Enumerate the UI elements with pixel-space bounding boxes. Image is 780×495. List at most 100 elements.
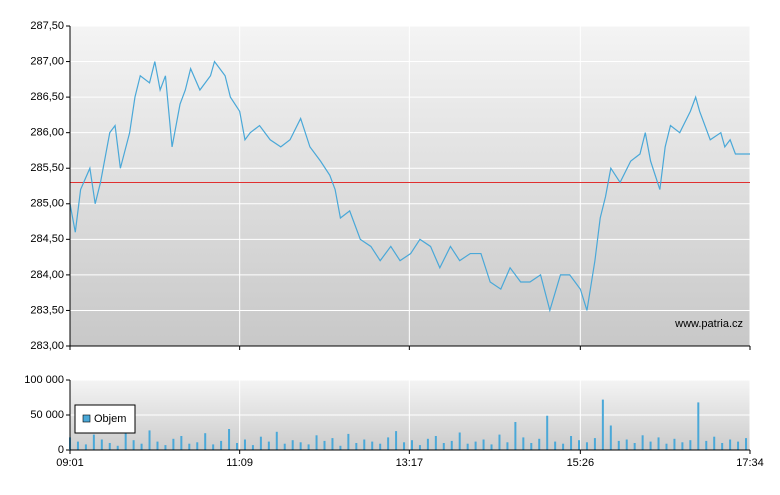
- x-tick-label: 15:26: [567, 457, 595, 469]
- y-tick-label: 100 000: [24, 374, 64, 386]
- volume-bar: [172, 438, 175, 450]
- volume-bar: [291, 440, 294, 450]
- volume-bar: [673, 438, 676, 450]
- x-tick-label: 13:17: [396, 457, 424, 469]
- volume-bar: [442, 443, 445, 450]
- volume-bar: [132, 440, 135, 450]
- volume-bar: [482, 439, 485, 450]
- volume-bar: [236, 443, 239, 450]
- y-tick-label: 283,00: [30, 340, 64, 352]
- volume-bar: [522, 437, 525, 450]
- volume-bar: [506, 442, 509, 450]
- volume-bar: [609, 425, 612, 450]
- volume-bar: [737, 441, 740, 450]
- volume-bar: [164, 445, 167, 450]
- price-line: [69, 60, 750, 313]
- volume-bar: [657, 437, 660, 450]
- y-tick-label: 286,00: [30, 127, 64, 139]
- volume-bar: [578, 440, 581, 450]
- volume-bar: [593, 438, 596, 450]
- volume-bar: [212, 444, 215, 450]
- volume-bar: [267, 441, 270, 450]
- y-tick-label: 285,00: [30, 198, 64, 210]
- volume-bar: [283, 443, 286, 450]
- volume-bar: [729, 439, 732, 450]
- volume-bar: [92, 434, 95, 450]
- volume-bar: [450, 440, 453, 450]
- volume-bar: [108, 443, 111, 450]
- volume-bar: [410, 440, 413, 450]
- volume-bar: [474, 441, 477, 450]
- volume-bar: [403, 442, 406, 450]
- volume-bar: [641, 435, 644, 450]
- volume-bar: [76, 441, 79, 450]
- y-tick-label: 286,50: [30, 91, 64, 103]
- price-plot: [70, 26, 750, 346]
- volume-bar: [156, 441, 159, 450]
- y-tick-label: 284,50: [30, 233, 64, 245]
- volume-bar: [601, 399, 604, 450]
- volume-bar: [705, 440, 708, 450]
- y-tick-label: 283,50: [30, 304, 64, 316]
- legend-swatch: [82, 414, 91, 423]
- volume-bar: [275, 431, 278, 450]
- y-tick-label: 285,50: [30, 162, 64, 174]
- volume-bar: [148, 430, 151, 450]
- legend: [74, 404, 136, 434]
- volume-bar: [617, 440, 620, 450]
- volume-bar: [387, 437, 390, 450]
- volume-bar: [434, 436, 437, 450]
- volume-bar: [116, 445, 119, 450]
- y-tick-label: 284,00: [30, 269, 64, 281]
- volume-bar: [315, 435, 318, 450]
- volume-bar: [562, 443, 565, 450]
- volume-bar: [180, 436, 183, 450]
- volume-bar: [140, 443, 143, 450]
- volume-bar: [347, 433, 350, 450]
- x-tick-label: 11:09: [226, 457, 253, 469]
- x-tick-label: 17:34: [736, 457, 764, 469]
- volume-bar: [458, 432, 461, 450]
- volume-bar: [418, 445, 421, 450]
- volume-bar: [355, 443, 358, 450]
- y-tick-label: 287,00: [30, 55, 64, 67]
- y-tick-label: 50 000: [30, 409, 64, 421]
- volume-bar: [204, 433, 207, 450]
- volume-bar: [251, 445, 254, 450]
- volume-bar: [546, 415, 549, 450]
- volume-bar: [228, 429, 231, 450]
- volume-bar: [299, 442, 302, 450]
- volume-bar: [196, 442, 199, 450]
- volume-bar: [243, 439, 246, 450]
- volume-bar: [721, 443, 724, 450]
- volume-bar: [220, 440, 223, 450]
- volume-bar: [530, 443, 533, 450]
- volume-bar: [323, 440, 326, 450]
- volume-bar: [689, 440, 692, 450]
- volume-bar: [585, 442, 588, 450]
- volume-bar: [124, 432, 127, 450]
- x-tick-label: 09:01: [56, 457, 84, 469]
- volume-bar: [498, 434, 501, 450]
- watermark: www.patria.cz: [674, 318, 743, 330]
- volume-bar: [363, 439, 366, 450]
- volume-bar: [713, 436, 716, 450]
- volume-bar: [188, 443, 191, 450]
- legend-label: Objem: [94, 413, 126, 425]
- volume-bar: [100, 439, 103, 450]
- volume-bar: [426, 438, 429, 450]
- volume-bar: [331, 438, 334, 450]
- volume-bar: [395, 431, 398, 450]
- volume-bar: [339, 445, 342, 450]
- y-tick-label: 287,50: [30, 20, 64, 32]
- volume-bar: [665, 443, 668, 450]
- volume-bar: [681, 442, 684, 450]
- volume-bar: [554, 441, 557, 450]
- volume-bar: [570, 436, 573, 450]
- volume-bar: [633, 443, 636, 450]
- volume-bar: [466, 443, 469, 450]
- y-tick-label: 0: [58, 444, 64, 456]
- volume-bar: [649, 441, 652, 450]
- volume-bar: [745, 438, 748, 450]
